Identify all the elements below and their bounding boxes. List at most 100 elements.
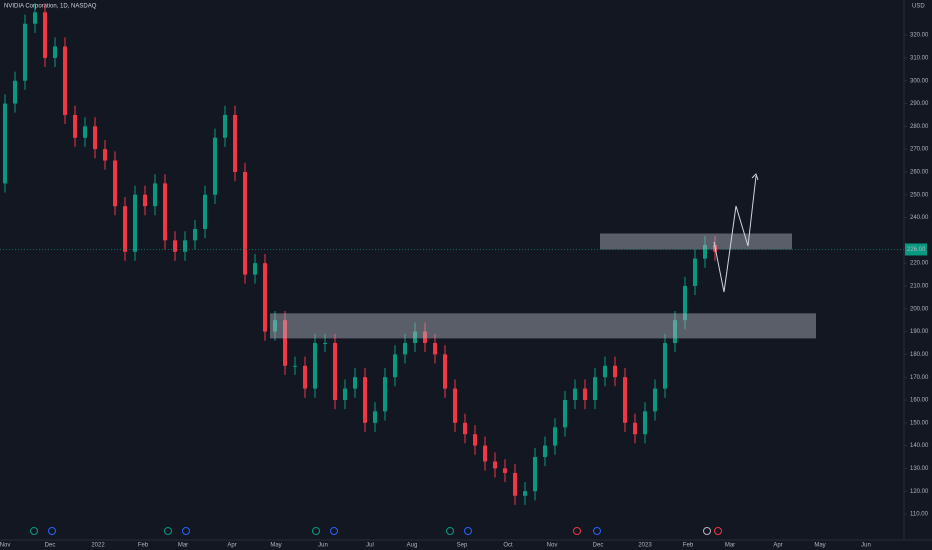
y-tick-label: 250.00 (910, 192, 929, 198)
x-tick-label: Aug (407, 543, 418, 549)
y-tick-label: 200.00 (910, 306, 929, 312)
last-price-label: 226.00 (907, 247, 926, 253)
candle-body (343, 388, 347, 400)
y-tick-label: 280.00 (910, 124, 929, 130)
x-tick-label: Jun (318, 543, 328, 549)
candle-body (363, 377, 367, 423)
candle-body (703, 244, 707, 259)
x-tick-label: 2023 (638, 543, 652, 549)
candle-body (303, 365, 307, 389)
candle-body (183, 240, 187, 252)
candle-body (113, 160, 117, 207)
y-tick-label: 190.00 (910, 329, 929, 335)
candle-body (523, 491, 527, 496)
y-tick-label: 170.00 (910, 375, 929, 381)
y-tick-label: 130.00 (910, 466, 929, 472)
candle-body (193, 228, 197, 241)
candle-body (563, 399, 567, 428)
x-tick-label: Mar (178, 543, 188, 549)
candle-body (153, 183, 157, 207)
candle-body (503, 468, 507, 473)
candle-body (463, 422, 467, 435)
candle-body (263, 263, 267, 332)
y-tick-label: 300.00 (910, 78, 929, 84)
candle-body (353, 377, 357, 389)
candle-body (123, 206, 127, 252)
candle-body (693, 258, 697, 286)
x-tick-label: Oct (503, 543, 513, 549)
y-tick-label: 260.00 (910, 170, 929, 176)
candle-body (543, 445, 547, 457)
y-tick-label: 320.00 (910, 33, 929, 39)
x-tick-label: Dec (45, 543, 56, 549)
x-tick-label: Apr (227, 543, 236, 549)
candle-body (53, 46, 57, 58)
x-tick-label: Feb (683, 543, 694, 549)
candle-body (483, 445, 487, 462)
candle-body (413, 331, 417, 343)
candle-body (513, 472, 517, 496)
candle-body (403, 342, 407, 355)
candle-body (63, 46, 67, 115)
candle-body (433, 342, 437, 355)
candle-body (3, 103, 7, 184)
candle-body (203, 194, 207, 229)
candle-body (13, 80, 17, 104)
candle-body (73, 114, 77, 138)
candle-body (573, 388, 577, 400)
candle-body (33, 12, 37, 24)
y-tick-label: 210.00 (910, 284, 929, 290)
candle-body (593, 377, 597, 400)
candle-body (673, 320, 677, 343)
plot (0, 3, 904, 505)
y-tick-label: 270.00 (910, 147, 929, 153)
candle-body (443, 354, 447, 389)
x-tick-label: 2022 (91, 543, 105, 549)
y-tick-label: 290.00 (910, 101, 929, 107)
candle-body (613, 365, 617, 378)
candle-body (603, 365, 607, 378)
x-tick-label: Apr (773, 543, 782, 549)
x-tick-label: Feb (138, 543, 149, 549)
candle-body (43, 12, 47, 58)
y-tick-label: 160.00 (910, 398, 929, 404)
candle-body (423, 331, 427, 343)
candle-body (133, 194, 137, 252)
candle-body (243, 171, 247, 275)
candle-body (533, 456, 537, 492)
x-tick-label: Jun (861, 543, 871, 549)
y-tick-label: 140.00 (910, 443, 929, 449)
y-tick-label: 120.00 (910, 489, 929, 495)
candle-body (93, 126, 97, 150)
candle-body (373, 411, 377, 423)
y-tick-label: 150.00 (910, 420, 929, 426)
candle-body (233, 114, 237, 172)
y-tick-label: 240.00 (910, 215, 929, 221)
y-tick-label: 110.00 (910, 512, 929, 518)
candle-body (383, 377, 387, 412)
x-tick-label: Jul (366, 543, 374, 549)
candle-body (213, 137, 217, 195)
candle-body (143, 194, 147, 207)
candle-body (253, 263, 257, 275)
candle-body (553, 427, 557, 446)
candle-body (653, 388, 657, 412)
candle-body (643, 411, 647, 435)
candle-body (683, 285, 687, 321)
x-tick-label: Nov (547, 543, 558, 549)
x-tick-label: Nov (0, 543, 10, 549)
candle-body (173, 240, 177, 252)
x-tick-label: May (270, 543, 281, 549)
last-price-box (905, 243, 927, 256)
candle-body (333, 342, 337, 400)
chart-title: NVIDIA Corporation, 1D, NASDAQ (4, 4, 97, 10)
currency: USD (912, 4, 925, 10)
candle-body (103, 149, 107, 161)
x-tick-label: May (814, 543, 825, 549)
candle-body (223, 114, 227, 138)
x-tick-label: Mar (725, 543, 735, 549)
candle-body (313, 342, 317, 389)
candle-body (293, 365, 297, 367)
